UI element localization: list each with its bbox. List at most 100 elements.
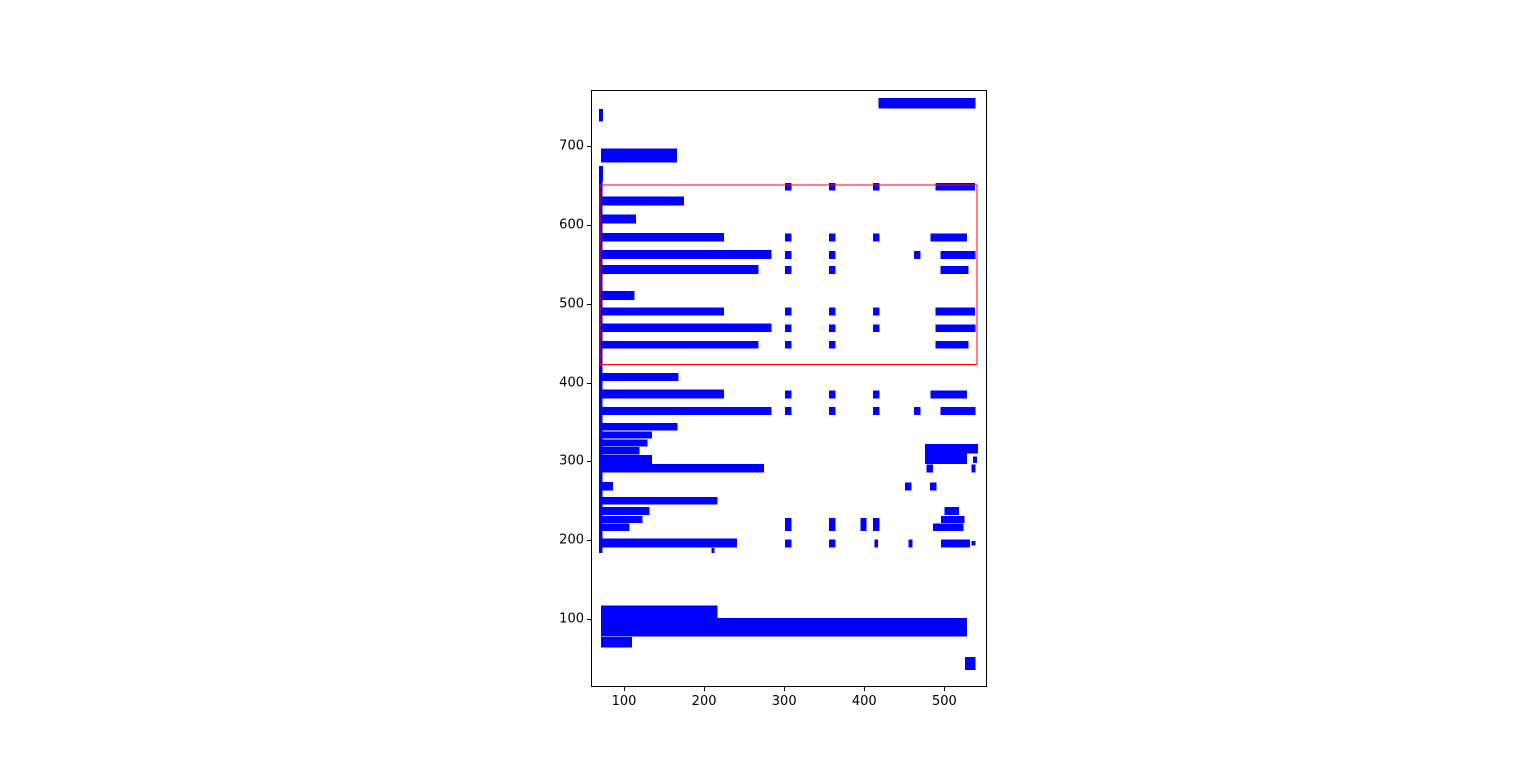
data-rect <box>600 538 737 548</box>
data-rect <box>905 482 912 491</box>
y-axis-tick <box>587 303 591 305</box>
data-rect <box>913 407 921 415</box>
data-rect <box>913 250 921 259</box>
data-rect <box>785 390 792 399</box>
y-axis-tick <box>587 225 591 226</box>
data-rect <box>785 265 792 274</box>
data-rect <box>940 407 976 415</box>
data-rect <box>873 183 880 191</box>
data-rect <box>600 422 678 431</box>
data-rect <box>829 539 836 548</box>
data-rect <box>878 98 976 109</box>
x-axis-tick <box>944 687 946 691</box>
data-rect <box>926 464 934 473</box>
data-rect <box>935 307 975 316</box>
data-rect <box>599 109 604 122</box>
data-rect <box>829 250 836 259</box>
y-axis-tick-label: 600 <box>559 217 584 233</box>
data-rect <box>829 407 836 415</box>
x-axis-tick <box>864 687 866 691</box>
highlight-rect <box>599 184 978 365</box>
data-rect <box>785 407 792 415</box>
data-rect <box>600 373 679 382</box>
y-axis-tick <box>587 146 591 148</box>
data-rect <box>930 233 967 242</box>
data-rect <box>925 444 978 454</box>
data-rect <box>873 518 880 531</box>
data-rect <box>935 183 975 191</box>
data-rect <box>600 507 650 515</box>
data-rect <box>785 233 792 242</box>
data-rect <box>935 324 976 333</box>
x-axis-tick <box>704 687 706 691</box>
data-rect <box>600 496 718 505</box>
data-rect <box>965 656 976 671</box>
data-rect <box>929 482 937 491</box>
x-axis-tick-label: 200 <box>691 694 717 709</box>
y-axis-tick <box>587 461 591 463</box>
data-rect <box>600 481 613 491</box>
data-rect <box>873 233 880 242</box>
data-rect <box>600 291 635 300</box>
data-rect <box>600 515 643 523</box>
y-axis-tick-label: 300 <box>559 453 584 469</box>
data-rect <box>785 324 792 333</box>
data-rect <box>785 340 792 349</box>
data-rect <box>785 307 792 316</box>
data-rect <box>785 518 792 531</box>
data-rect <box>600 214 637 224</box>
y-axis-tick-label: 700 <box>559 138 584 154</box>
x-axis-tick-label: 500 <box>931 694 957 709</box>
data-rect <box>873 390 880 399</box>
data-rect <box>785 183 792 191</box>
data-rect <box>925 453 967 464</box>
data-rect <box>785 250 792 259</box>
plot-area: 100 200 300 400 500 100 200 300 400 500 600 700 <box>559 90 987 709</box>
data-rect <box>930 390 967 399</box>
data-rect <box>600 447 640 455</box>
chart-canvas <box>599 98 978 671</box>
data-rect <box>600 232 725 242</box>
data-rect <box>829 518 836 531</box>
data-rect <box>600 307 725 316</box>
data-rect <box>829 340 836 349</box>
data-rect <box>971 464 976 473</box>
data-rect <box>829 307 836 316</box>
data-rect <box>600 605 718 620</box>
data-rect <box>874 539 878 548</box>
data-rect <box>933 523 964 531</box>
data-rect <box>829 183 836 191</box>
data-rect <box>600 637 633 648</box>
data-rect <box>973 456 978 463</box>
data-rect <box>829 265 836 274</box>
data-rect <box>941 539 970 548</box>
data-rect <box>829 233 836 242</box>
x-axis-tick-label: 100 <box>611 694 637 709</box>
y-axis-tick <box>587 540 591 542</box>
data-rect <box>600 439 648 447</box>
data-rect <box>785 539 792 548</box>
data-rect <box>944 507 959 515</box>
data-rect <box>940 265 969 274</box>
data-rect <box>860 518 867 531</box>
data-rect <box>829 324 836 333</box>
data-rect <box>600 389 725 399</box>
y-axis-tick <box>587 619 591 620</box>
x-axis-tick-label: 300 <box>771 694 797 709</box>
data-rect <box>600 148 677 163</box>
data-rect <box>600 431 653 439</box>
data-rect <box>971 540 976 546</box>
data-rect <box>600 340 759 349</box>
data-rect <box>873 407 880 415</box>
y-axis-tick-label: 100 <box>559 611 584 627</box>
x-axis-tick <box>784 687 786 691</box>
data-rect <box>600 265 759 274</box>
data-rect <box>600 618 967 637</box>
y-axis-tick-label: 400 <box>559 375 584 391</box>
data-rect <box>600 407 772 415</box>
data-rect <box>600 455 653 464</box>
data-rect <box>600 323 772 333</box>
data-rect <box>935 340 969 349</box>
data-rect <box>600 250 772 259</box>
